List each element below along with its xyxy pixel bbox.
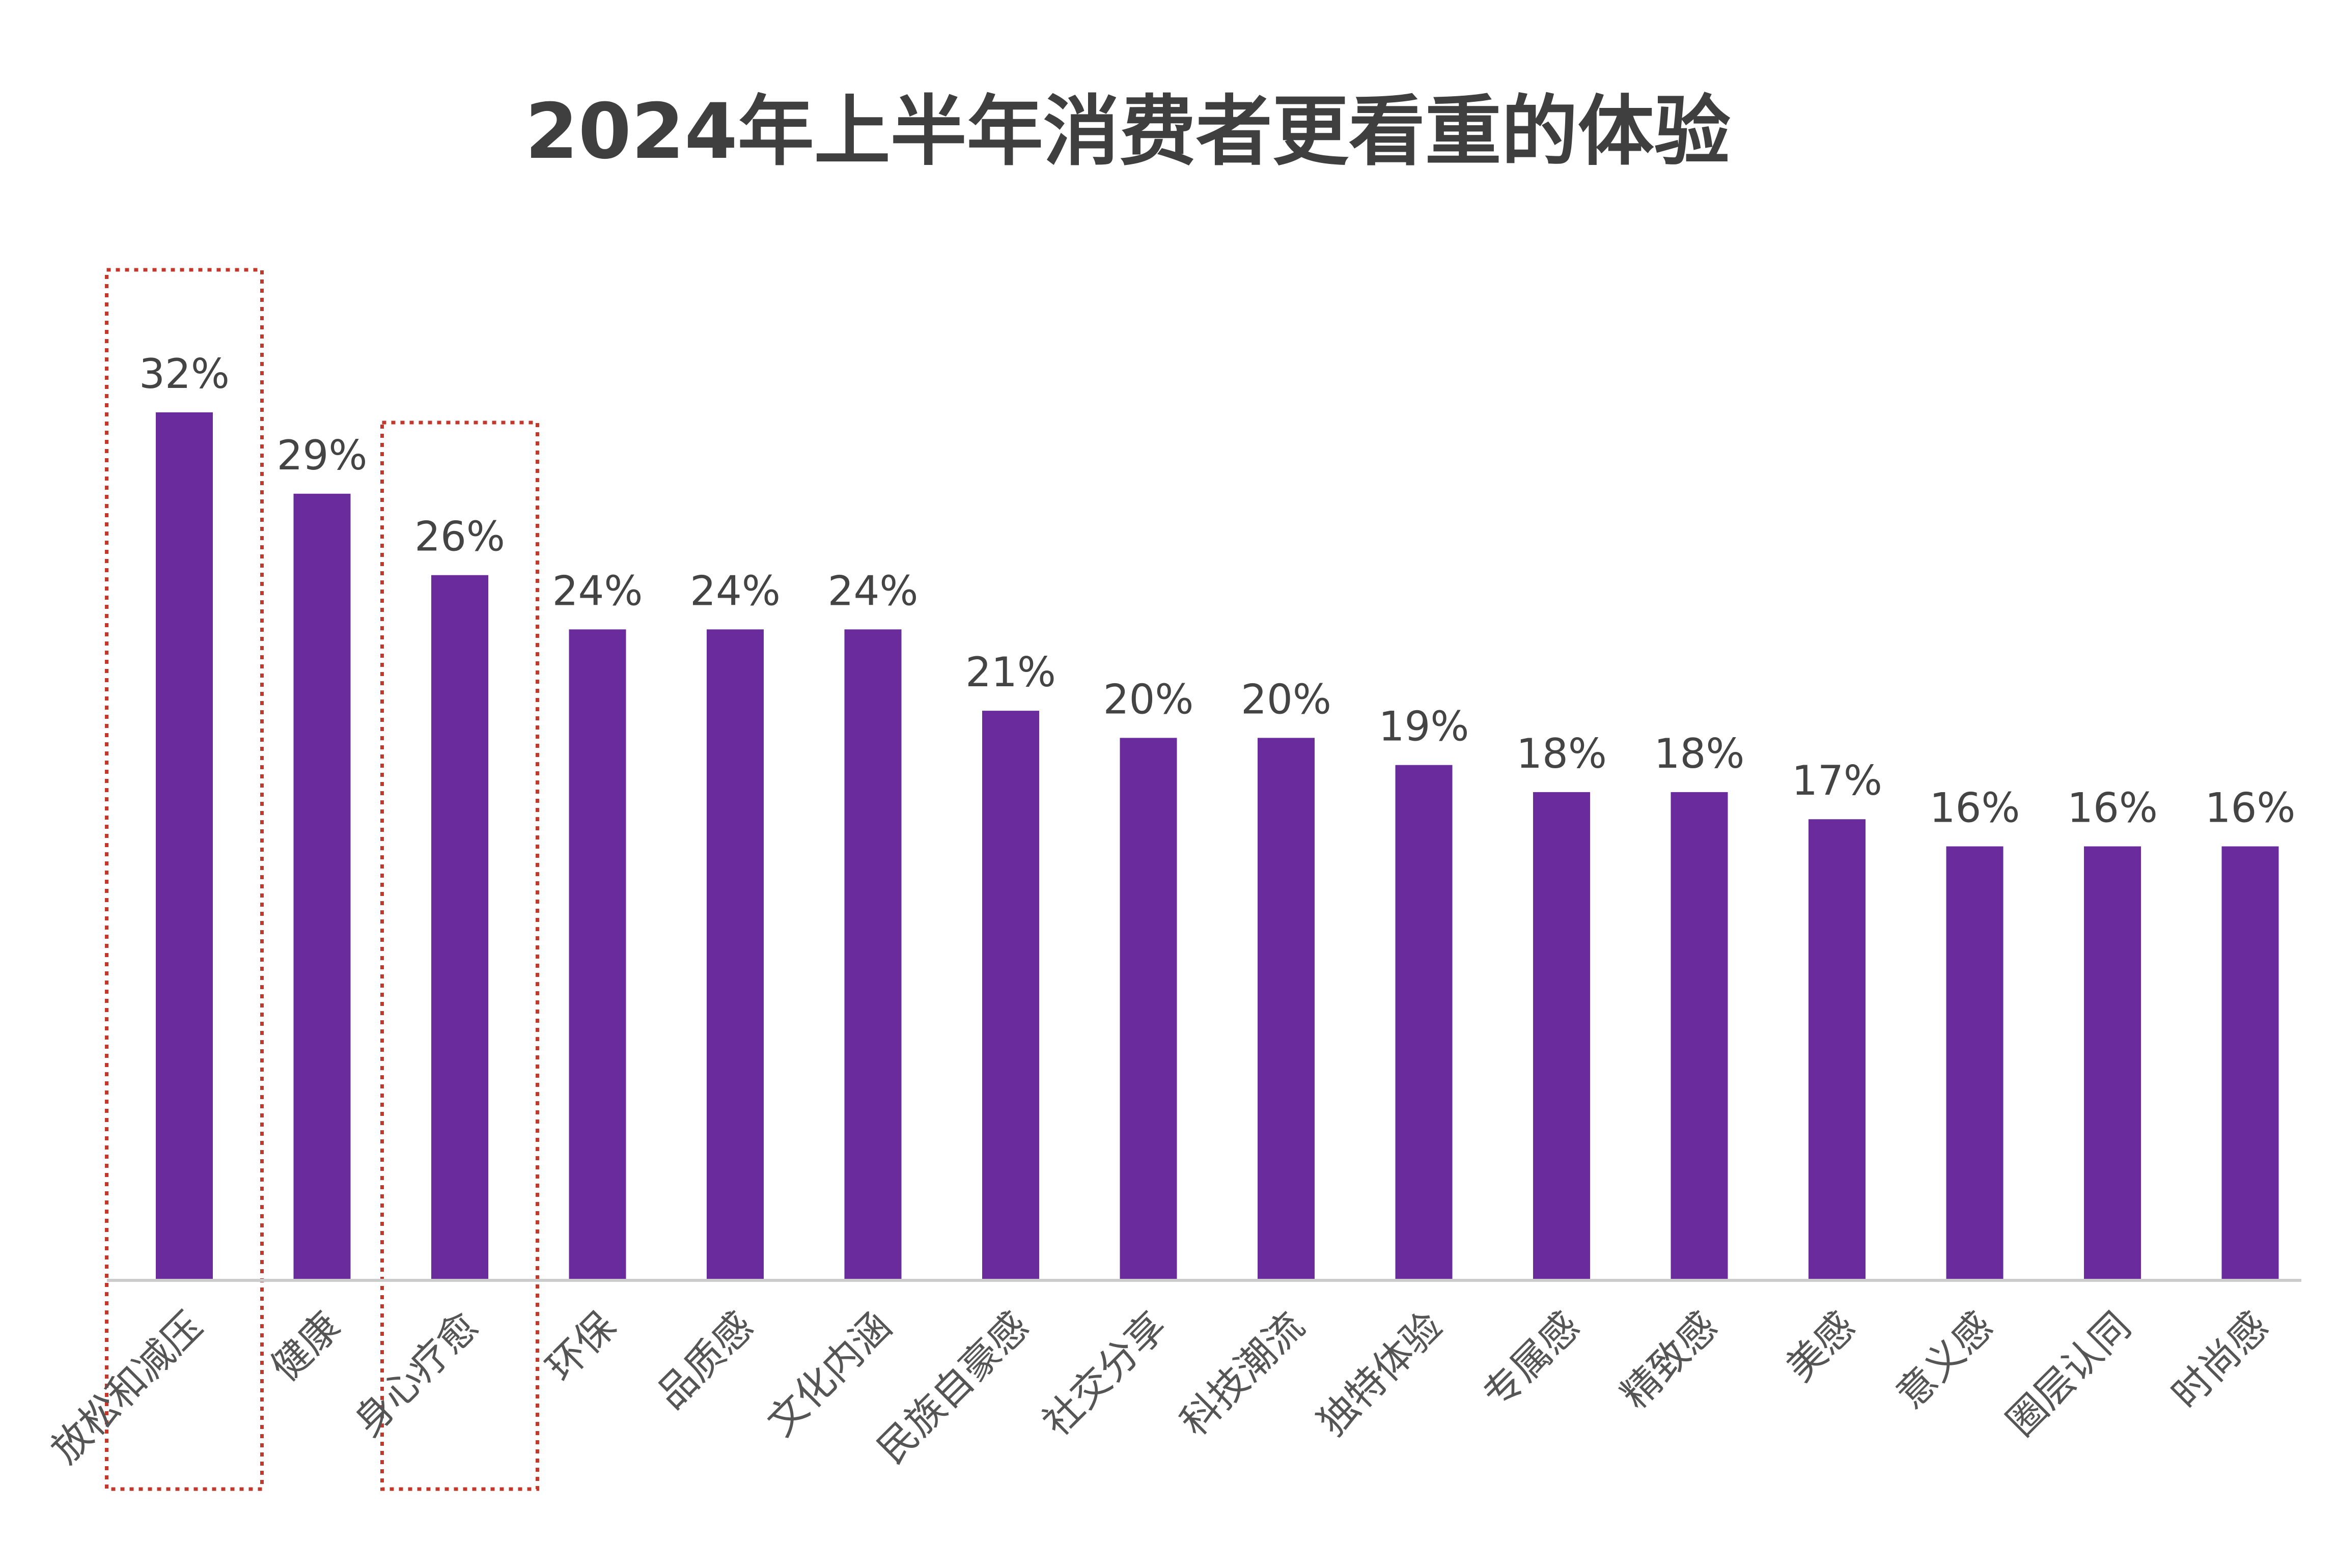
- category-label-16: 时尚感: [2163, 1303, 2277, 1417]
- category-label-1: 放松和减压: [42, 1303, 211, 1472]
- value-label-3: 26%: [414, 513, 505, 561]
- value-label-4: 24%: [552, 567, 643, 614]
- bar-3: [431, 575, 488, 1280]
- bar-7: [982, 711, 1039, 1280]
- category-label-3: 身心疗愈: [345, 1303, 487, 1445]
- value-label-16: 16%: [2205, 785, 2296, 832]
- bar-11: [1533, 792, 1590, 1280]
- category-label-8: 社交分享: [1034, 1303, 1175, 1445]
- highlight-boxes: [105, 268, 539, 1491]
- chart-title: 2024年上半年消费者更看重的体验: [525, 88, 1730, 176]
- bar-14: [1946, 846, 2004, 1280]
- bars: [156, 412, 2279, 1281]
- value-label-13: 17%: [1792, 757, 1882, 804]
- bar-5: [707, 629, 764, 1281]
- value-label-8: 20%: [1103, 676, 1194, 723]
- value-label-15: 16%: [2067, 785, 2158, 832]
- category-label-14: 意义感: [1887, 1303, 2001, 1417]
- bar-10: [1395, 765, 1453, 1280]
- category-label-15: 圈层认同: [1998, 1303, 2139, 1445]
- value-label-12: 18%: [1654, 730, 1745, 777]
- bar-1: [156, 412, 213, 1280]
- value-label-1: 32%: [139, 350, 230, 398]
- category-label-11: 专属感: [1474, 1303, 1589, 1417]
- value-label-7: 21%: [965, 649, 1056, 696]
- bar-6: [844, 629, 902, 1281]
- bar-4: [569, 629, 626, 1281]
- highlight-box-3: [380, 421, 539, 1491]
- value-label-2: 29%: [277, 432, 368, 479]
- bar-16: [2221, 846, 2279, 1280]
- category-label-5: 品质感: [648, 1303, 762, 1417]
- category-label-13: 美感: [1777, 1303, 1863, 1390]
- bar-2: [293, 493, 351, 1280]
- value-label-5: 24%: [690, 567, 781, 614]
- value-label-10: 19%: [1379, 703, 1469, 750]
- category-label-4: 环保: [538, 1303, 624, 1390]
- bar-13: [1809, 819, 1866, 1280]
- value-label-11: 18%: [1516, 730, 1607, 777]
- category-label-12: 精致感: [1612, 1303, 1726, 1417]
- bar-8: [1120, 738, 1177, 1280]
- category-label-9: 科技潮流: [1172, 1303, 1313, 1445]
- bar-9: [1258, 738, 1315, 1280]
- category-label-6: 文化内涵: [758, 1303, 900, 1445]
- value-labels: 32% 29% 26% 24% 24% 24% 21% 20% 20% 19% 18% 18% 17% 1…: [139, 350, 2295, 832]
- category-label-2: 健康: [262, 1303, 349, 1390]
- category-label-7: 民族自豪感: [869, 1303, 1038, 1472]
- value-label-9: 20%: [1241, 676, 1331, 723]
- bar-12: [1671, 792, 1728, 1280]
- value-label-6: 24%: [828, 567, 919, 614]
- category-label-10: 独特体验: [1309, 1303, 1451, 1445]
- bar-15: [2084, 846, 2141, 1280]
- value-label-14: 16%: [1930, 785, 2020, 832]
